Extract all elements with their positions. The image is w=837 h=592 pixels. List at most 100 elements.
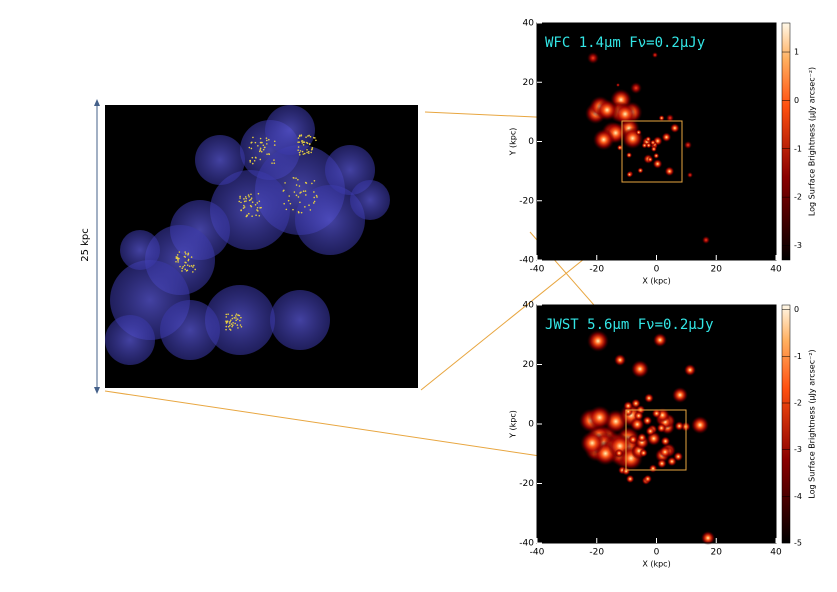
star [285, 208, 288, 211]
star [273, 159, 275, 161]
star [250, 147, 253, 150]
star [187, 254, 189, 256]
star [177, 261, 179, 263]
blob [653, 333, 667, 347]
blob [639, 448, 648, 458]
star [231, 317, 234, 320]
blob [666, 114, 674, 122]
x-tick-label: -40 [530, 548, 545, 558]
blob [628, 434, 638, 445]
star [258, 150, 261, 153]
star [257, 210, 259, 212]
blob [647, 156, 654, 163]
colorbar [781, 22, 791, 261]
star [237, 314, 240, 317]
star [236, 324, 239, 326]
blob [630, 417, 645, 432]
y-tick-label: 40 [523, 301, 535, 311]
star [235, 313, 238, 315]
blob [691, 416, 709, 434]
blob [687, 172, 693, 178]
star [192, 271, 194, 273]
star [250, 193, 252, 196]
simulation-render [105, 105, 418, 388]
x-tick-label: 20 [711, 265, 723, 275]
star [305, 182, 308, 184]
star [297, 149, 299, 151]
blob [587, 405, 612, 430]
star [289, 202, 292, 205]
star [243, 198, 245, 200]
blob [630, 82, 642, 94]
x-tick-label: 40 [770, 265, 782, 275]
star [313, 196, 315, 199]
star [254, 141, 257, 144]
star [299, 150, 302, 152]
blob [669, 123, 680, 133]
star [249, 161, 252, 163]
star [313, 136, 315, 139]
blob [684, 141, 692, 149]
colorbar [781, 304, 791, 544]
blob [623, 401, 633, 411]
gas-cloud [105, 315, 155, 365]
blob [626, 152, 633, 159]
star [282, 190, 285, 192]
blob [645, 426, 656, 436]
star [256, 202, 259, 204]
blob [651, 408, 662, 419]
blob [660, 436, 671, 446]
star [310, 151, 313, 154]
star [240, 316, 242, 319]
blob [592, 128, 615, 151]
star [255, 214, 257, 216]
y-tick-label: -40 [519, 256, 534, 266]
star [313, 200, 316, 203]
panel-title: JWST 5.6μm Fν=0.2μJy [545, 317, 714, 333]
star [239, 197, 241, 199]
star [262, 148, 265, 151]
colorbar-label: Log Surface Brightness (μJy arcsec⁻²) [808, 67, 817, 216]
star [258, 200, 261, 203]
blob [702, 236, 710, 244]
blob [625, 474, 635, 484]
blob [652, 52, 658, 58]
blob [650, 146, 657, 153]
blob [616, 83, 620, 87]
star [225, 322, 228, 324]
colorbar-tick-label: -3 [794, 445, 802, 454]
star [315, 139, 317, 142]
blob [637, 432, 647, 443]
star [232, 321, 234, 324]
star [266, 139, 268, 142]
zoom-box [621, 120, 683, 183]
star [313, 179, 316, 182]
star [284, 182, 286, 184]
blob [642, 415, 653, 426]
star [297, 141, 299, 143]
blob [637, 167, 644, 174]
star [240, 209, 242, 211]
colorbar-tick-label: -2 [794, 399, 802, 408]
x-tick-label: -20 [589, 265, 604, 275]
star [308, 134, 310, 137]
star [181, 267, 184, 270]
star [305, 194, 307, 196]
y-tick-label: -20 [519, 196, 534, 206]
star [271, 162, 273, 164]
star [257, 145, 259, 147]
y-tick-label: 40 [523, 19, 535, 29]
star [295, 194, 298, 197]
gas-cloud [350, 180, 390, 220]
star [184, 268, 187, 271]
star [257, 192, 260, 195]
blob [684, 364, 696, 376]
star [260, 141, 262, 144]
star [234, 322, 236, 325]
star [245, 215, 248, 218]
star [177, 257, 180, 260]
star [299, 192, 301, 194]
gas-cloud [120, 230, 160, 270]
blob [657, 458, 667, 469]
